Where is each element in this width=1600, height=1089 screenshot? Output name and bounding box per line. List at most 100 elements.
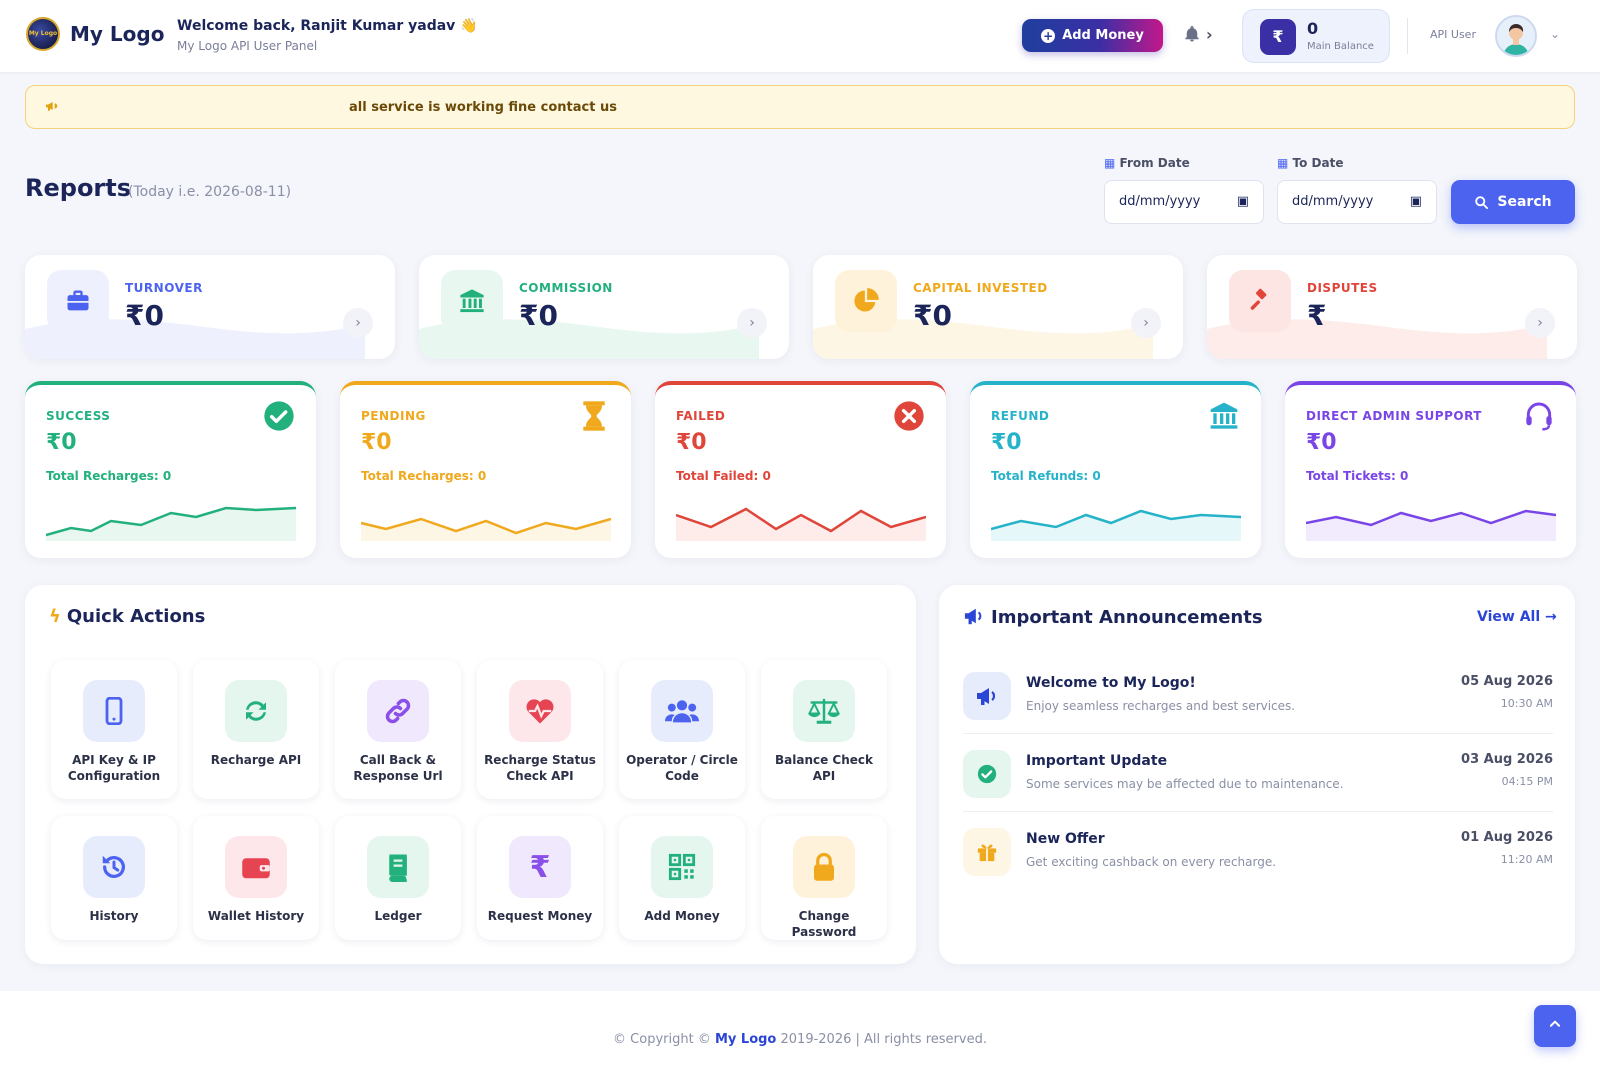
quick-action-api-key[interactable]: API Key & IP Configuration [51, 660, 177, 799]
chevron-right-icon[interactable]: › [1525, 308, 1555, 338]
check-circle-icon [262, 399, 296, 433]
announcement-title: Welcome to My Logo! [1026, 675, 1196, 691]
headset-icon [1522, 399, 1556, 433]
add-money-button[interactable]: + Add Money [1022, 19, 1163, 52]
announcement-item[interactable]: Important Update Some services may be af… [963, 750, 1553, 828]
chevron-right-icon[interactable]: › [343, 308, 373, 338]
page-title: Reports [25, 174, 132, 202]
search-icon [1475, 195, 1489, 209]
quick-action-callback-url[interactable]: Call Back & Response Url [335, 660, 461, 799]
main-balance-widget[interactable]: ₹ 0 Main Balance [1242, 9, 1390, 63]
quick-action-label: Ledger [374, 909, 422, 923]
pie-chart-icon [835, 270, 897, 332]
card-wave [25, 319, 365, 359]
calendar-icon[interactable]: ▣ [1409, 194, 1422, 209]
quick-action-wallet-history[interactable]: Wallet History [193, 816, 319, 940]
history-icon [83, 836, 145, 898]
logo-icon[interactable]: My Logo [26, 17, 60, 51]
check-circle-icon [963, 750, 1011, 798]
chevron-up-icon [1549, 1020, 1561, 1027]
pending-sparkline [361, 517, 611, 541]
quick-action-label: Operator / Circle Code [626, 753, 738, 783]
chevron-down-icon[interactable]: ⌄ [1550, 27, 1561, 41]
search-button[interactable]: Search [1451, 180, 1575, 224]
avatar[interactable] [1495, 15, 1537, 57]
welcome-message: Welcome back, Ranjit Kumar yadav 👋 [177, 18, 478, 34]
main-balance-value: 0 [1307, 19, 1319, 38]
quick-action-ledger[interactable]: Ledger [335, 816, 461, 940]
refund-total: Total Refunds: 0 [991, 469, 1101, 483]
book-icon [367, 836, 429, 898]
success-card: SUCCESS ₹0 Total Recharges: 0 [25, 381, 316, 558]
from-date-input[interactable]: dd/mm/yyyy ▣ [1104, 180, 1264, 224]
admin-support-total: Total Tickets: 0 [1306, 469, 1409, 483]
gavel-icon [1229, 270, 1291, 332]
success-total: Total Recharges: 0 [46, 469, 172, 483]
sync-icon [225, 680, 287, 742]
gift-icon [963, 828, 1011, 876]
search-label: Search [1497, 194, 1552, 210]
view-all-link[interactable]: View All → [1477, 609, 1557, 625]
quick-action-recharge-api[interactable]: Recharge API [193, 660, 319, 799]
announcements-panel: Important Announcements View All → Welco… [939, 585, 1575, 964]
quick-action-add-money[interactable]: Add Money [619, 816, 745, 940]
announcement-time: 10:30 AM [1500, 697, 1553, 710]
pending-card: PENDING ₹0 Total Recharges: 0 [340, 381, 631, 558]
chevron-right-icon[interactable]: › [1206, 25, 1213, 44]
notice-message: all service is working fine contact us [349, 100, 617, 115]
admin-support-card: DIRECT ADMIN SUPPORT ₹0 Total Tickets: 0 [1285, 381, 1576, 558]
announcement-item[interactable]: Welcome to My Logo! Enjoy seamless recha… [963, 672, 1553, 750]
from-date-label: ▦ From Date [1104, 156, 1190, 170]
capital-invested-value: ₹0 [913, 299, 952, 332]
wallet-icon [225, 836, 287, 898]
failed-sparkline [676, 507, 926, 541]
disputes-value: ₹ [1307, 299, 1327, 332]
quick-action-recharge-status[interactable]: Recharge Status Check API [477, 660, 603, 799]
announcement-date: 03 Aug 2026 [1461, 752, 1553, 767]
quick-action-label: Add Money [644, 909, 720, 923]
scroll-to-top-button[interactable] [1534, 1005, 1576, 1047]
hourglass-icon [577, 399, 611, 433]
announcement-desc: Some services may be affected due to mai… [1026, 777, 1344, 791]
chevron-right-icon[interactable]: › [1131, 308, 1161, 338]
panel-subtitle: My Logo API User Panel [177, 39, 318, 53]
quick-action-request-money[interactable]: ₹ Request Money [477, 816, 603, 940]
bolt-icon: ϟ [49, 606, 61, 627]
admin-support-value: ₹0 [1306, 430, 1337, 455]
quick-action-label: Change Password [791, 909, 857, 939]
quick-action-history[interactable]: History [51, 816, 177, 940]
heartbeat-icon [509, 680, 571, 742]
rupee-icon: ₹ [509, 836, 571, 898]
announcement-title: New Offer [1026, 831, 1105, 847]
x-circle-icon [892, 399, 926, 433]
capital-invested-label: CAPITAL INVESTED [913, 281, 1048, 295]
announcement-title: Important Update [1026, 753, 1168, 769]
chevron-right-icon[interactable]: › [737, 308, 767, 338]
footer-brand-link[interactable]: My Logo [714, 1032, 777, 1047]
turnover-value: ₹0 [125, 299, 164, 332]
commission-card: COMMISSION ₹0 › [419, 255, 789, 359]
announcement-item[interactable]: New Offer Get exciting cashback on every… [963, 828, 1553, 906]
bell-icon[interactable] [1183, 25, 1201, 48]
quick-action-label: Call Back & Response Url [353, 753, 443, 783]
users-icon [651, 680, 713, 742]
to-date-input[interactable]: dd/mm/yyyy ▣ [1277, 180, 1437, 224]
failed-label: FAILED [676, 409, 726, 423]
announcements-title-text: Important Announcements [991, 607, 1263, 628]
success-label: SUCCESS [46, 409, 111, 423]
refund-card: REFUND ₹0 Total Refunds: 0 [970, 381, 1261, 558]
footer: © Copyright © My Logo 2019-2026 | All ri… [0, 991, 1600, 1089]
quick-action-label: Wallet History [207, 909, 305, 923]
user-role: API User [1430, 28, 1476, 41]
copyright-suffix: 2019-2026 | All rights reserved. [780, 1032, 987, 1047]
calendar-icon[interactable]: ▣ [1236, 194, 1249, 209]
success-sparkline [46, 506, 296, 541]
rupee-icon: ₹ [1260, 19, 1296, 55]
quick-action-operator-code[interactable]: Operator / Circle Code [619, 660, 745, 799]
divider [963, 733, 1553, 734]
quick-action-balance-check[interactable]: Balance Check API [761, 660, 887, 799]
failed-card: FAILED ₹0 Total Failed: 0 [655, 381, 946, 558]
logo-text[interactable]: My Logo [70, 22, 165, 46]
calendar-icon: ▦ [1277, 156, 1289, 170]
quick-action-change-password[interactable]: Change Password [761, 816, 887, 940]
